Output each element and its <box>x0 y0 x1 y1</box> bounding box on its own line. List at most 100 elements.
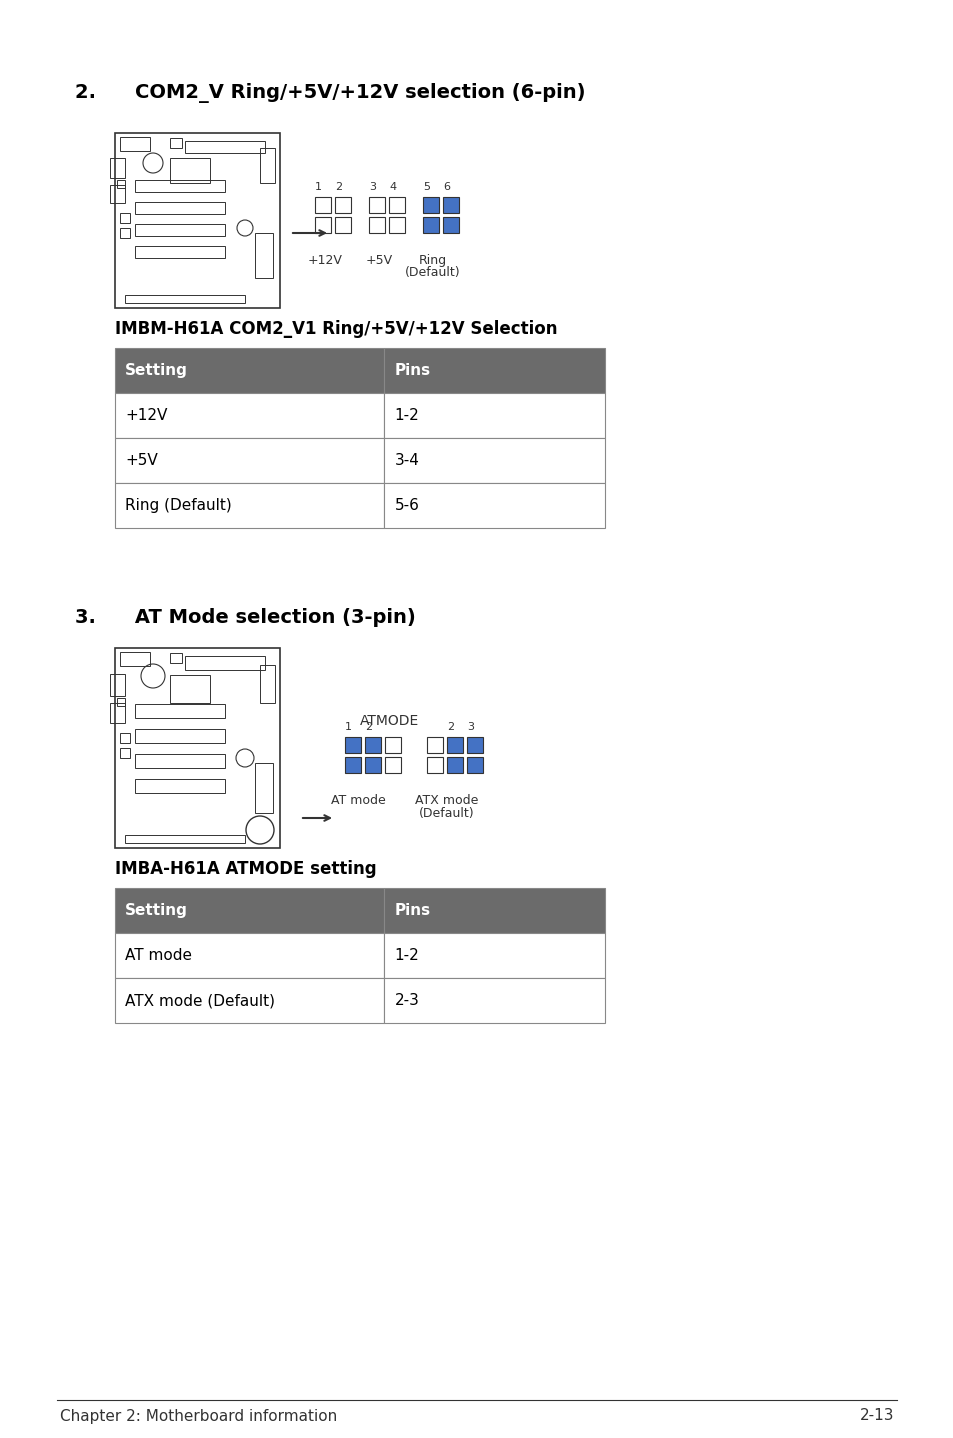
Bar <box>120 137 150 151</box>
Bar <box>260 664 274 703</box>
Text: 2: 2 <box>447 722 454 732</box>
Bar <box>170 138 182 148</box>
Text: 2.  COM2_V Ring/+5V/+12V selection (6-pin): 2. COM2_V Ring/+5V/+12V selection (6-pin… <box>75 83 585 104</box>
Bar <box>389 217 405 233</box>
Text: +5V: +5V <box>125 453 157 467</box>
Bar <box>260 148 274 183</box>
Bar <box>170 158 210 183</box>
Text: +12V: +12V <box>307 255 342 267</box>
Text: IMBA-H61A ATMODE setting: IMBA-H61A ATMODE setting <box>115 860 376 879</box>
Bar <box>120 213 130 223</box>
Text: 4: 4 <box>389 183 395 193</box>
Text: 2: 2 <box>335 183 342 193</box>
Bar <box>422 197 438 213</box>
Text: 2-13: 2-13 <box>859 1408 893 1424</box>
Bar <box>115 978 384 1022</box>
Bar <box>115 348 384 393</box>
Bar <box>170 674 210 703</box>
Text: 6: 6 <box>442 183 450 193</box>
Text: ATX mode (Default): ATX mode (Default) <box>125 994 274 1008</box>
Text: 5-6: 5-6 <box>395 498 419 513</box>
Bar <box>385 738 400 754</box>
Bar <box>384 439 604 483</box>
Text: ATX mode: ATX mode <box>415 794 478 807</box>
Bar <box>110 703 125 723</box>
Text: Setting: Setting <box>125 362 188 378</box>
Bar <box>369 217 385 233</box>
Bar <box>120 733 130 743</box>
Text: Pins: Pins <box>395 362 430 378</box>
Bar <box>365 756 380 774</box>
Text: Chapter 2: Motherboard information: Chapter 2: Motherboard information <box>60 1408 337 1424</box>
Bar <box>335 217 351 233</box>
Bar <box>185 656 265 670</box>
Bar <box>120 229 130 239</box>
Bar <box>447 738 462 754</box>
Bar <box>384 483 604 528</box>
Bar <box>135 201 225 214</box>
Text: 1-2: 1-2 <box>395 948 418 963</box>
Bar <box>185 141 265 152</box>
Bar <box>442 217 458 233</box>
Text: 3.  AT Mode selection (3-pin): 3. AT Mode selection (3-pin) <box>75 608 416 627</box>
Text: Ring: Ring <box>418 255 447 267</box>
Bar <box>135 754 225 768</box>
Bar <box>384 393 604 439</box>
Bar <box>389 197 405 213</box>
Text: 3: 3 <box>467 722 474 732</box>
Text: 3-4: 3-4 <box>395 453 419 467</box>
Bar <box>254 764 273 812</box>
Bar <box>125 835 245 843</box>
Bar <box>115 393 384 439</box>
Bar <box>384 889 604 933</box>
Bar <box>345 756 360 774</box>
Bar <box>369 197 385 213</box>
Bar <box>422 217 438 233</box>
Text: (Default): (Default) <box>405 266 460 279</box>
Text: 2-3: 2-3 <box>395 994 419 1008</box>
Bar <box>254 233 273 278</box>
Bar <box>335 197 351 213</box>
Bar <box>365 738 380 754</box>
Text: +5V: +5V <box>365 255 392 267</box>
Bar <box>135 779 225 792</box>
Bar <box>110 158 125 178</box>
Bar <box>135 224 225 236</box>
Bar <box>115 132 280 308</box>
Text: 3: 3 <box>369 183 375 193</box>
Bar <box>115 483 384 528</box>
Bar <box>427 756 442 774</box>
Bar <box>384 348 604 393</box>
Bar <box>115 933 384 978</box>
Bar <box>135 180 225 193</box>
Bar <box>427 738 442 754</box>
Bar <box>170 653 182 663</box>
Bar <box>117 697 125 706</box>
Bar <box>467 756 482 774</box>
Bar <box>125 295 245 303</box>
Bar <box>314 217 331 233</box>
Text: Ring (Default): Ring (Default) <box>125 498 232 513</box>
Text: 1: 1 <box>314 183 322 193</box>
Bar <box>115 439 384 483</box>
Text: AT mode: AT mode <box>125 948 192 963</box>
Bar <box>120 651 150 666</box>
Bar <box>467 738 482 754</box>
Bar <box>447 756 462 774</box>
Bar <box>345 738 360 754</box>
Text: (Default): (Default) <box>418 807 475 820</box>
Text: 1-2: 1-2 <box>395 408 418 423</box>
Bar <box>115 889 384 933</box>
Bar <box>135 246 225 257</box>
Bar <box>135 705 225 718</box>
Bar <box>384 978 604 1022</box>
Text: ATMODE: ATMODE <box>360 715 419 728</box>
Bar <box>117 180 125 188</box>
Bar <box>384 933 604 978</box>
Bar <box>110 674 125 696</box>
Text: IMBM-H61A COM2_V1 Ring/+5V/+12V Selection: IMBM-H61A COM2_V1 Ring/+5V/+12V Selectio… <box>115 321 557 338</box>
Text: Setting: Setting <box>125 903 188 917</box>
Text: 1: 1 <box>345 722 352 732</box>
Bar <box>115 649 280 848</box>
Text: +12V: +12V <box>125 408 167 423</box>
